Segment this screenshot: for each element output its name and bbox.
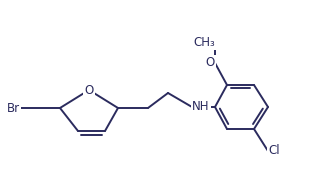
Text: Br: Br bbox=[7, 101, 20, 114]
Text: Cl: Cl bbox=[268, 144, 280, 157]
Text: O: O bbox=[206, 57, 215, 69]
Text: CH₃: CH₃ bbox=[193, 35, 215, 49]
Text: NH: NH bbox=[192, 101, 210, 113]
Text: O: O bbox=[84, 84, 94, 97]
